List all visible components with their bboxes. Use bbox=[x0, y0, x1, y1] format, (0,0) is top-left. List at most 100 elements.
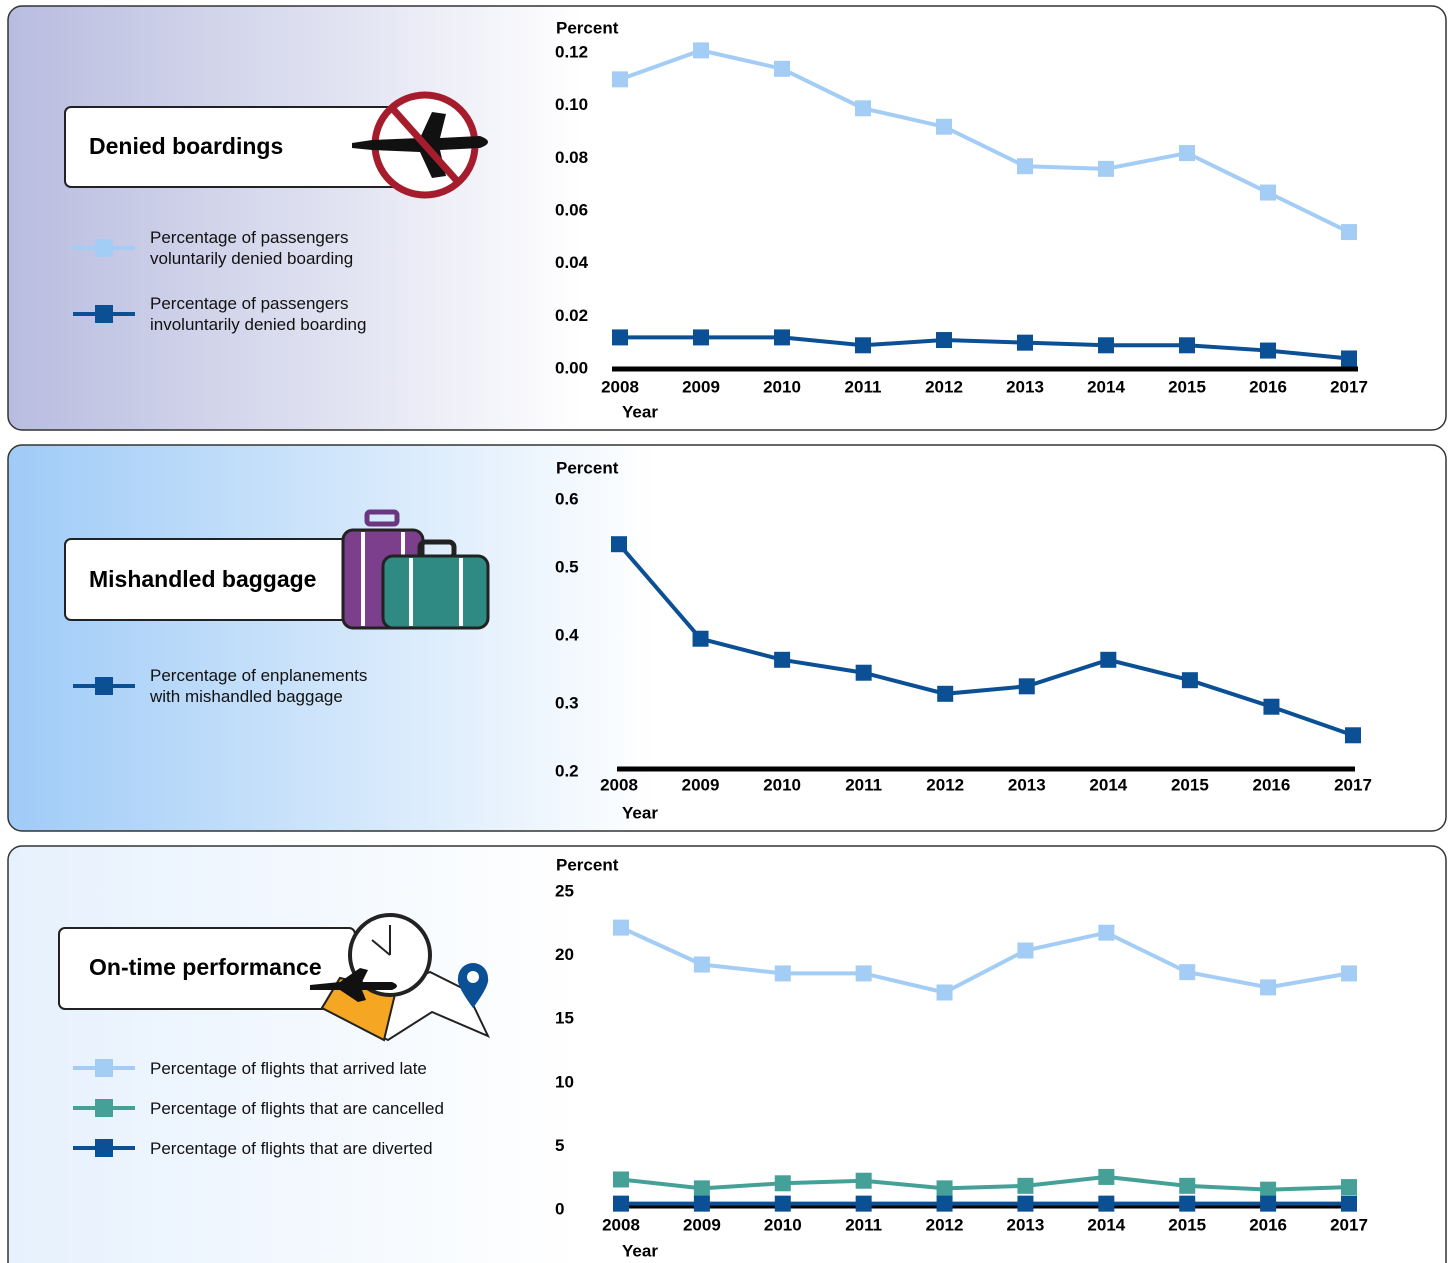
legend-marker bbox=[95, 1139, 113, 1157]
point bbox=[1100, 651, 1117, 668]
y-tick-label: 0 bbox=[555, 1199, 564, 1218]
point bbox=[1017, 942, 1034, 959]
panel bbox=[7, 845, 1447, 1263]
legend-label: Percentage of enplanements with mishandl… bbox=[150, 666, 368, 706]
legend-label: Percentage of passengers voluntarily den… bbox=[150, 228, 354, 268]
legend-marker bbox=[95, 1059, 113, 1077]
point bbox=[1341, 350, 1357, 367]
point bbox=[936, 984, 953, 1001]
point bbox=[611, 536, 627, 553]
y-tick-label: 20 bbox=[555, 945, 574, 964]
x-tick-label: 2010 bbox=[763, 775, 801, 794]
y-tick-label: 0.10 bbox=[555, 95, 588, 114]
panel-title: Denied boardings bbox=[89, 133, 283, 159]
baggage-icon bbox=[341, 509, 490, 630]
point bbox=[1098, 1168, 1115, 1185]
point bbox=[1017, 1177, 1034, 1194]
point bbox=[774, 1195, 791, 1212]
point bbox=[936, 332, 952, 349]
legend-marker bbox=[95, 677, 113, 695]
point bbox=[1179, 1177, 1196, 1194]
x-tick-label: 2016 bbox=[1249, 377, 1287, 396]
x-tick-label: 2013 bbox=[1008, 775, 1046, 794]
y-tick-label: 0.5 bbox=[555, 557, 579, 576]
series-line bbox=[620, 925, 1350, 995]
x-axis-label: Year bbox=[622, 402, 658, 421]
legend-label: Percentage of flights that are cancelled bbox=[150, 1098, 444, 1118]
point bbox=[774, 60, 790, 77]
point bbox=[774, 965, 791, 982]
point bbox=[1179, 964, 1196, 981]
y-tick-label: 0.6 bbox=[555, 489, 579, 508]
point bbox=[1179, 1195, 1196, 1212]
x-tick-label: 2012 bbox=[926, 775, 964, 794]
point bbox=[693, 329, 709, 346]
point bbox=[692, 630, 709, 647]
point bbox=[693, 1180, 710, 1197]
x-tick-label: 2014 bbox=[1089, 775, 1127, 794]
x-tick-label: 2017 bbox=[1334, 775, 1372, 794]
x-tick-label: 2017 bbox=[1330, 377, 1368, 396]
legend-label: Percentage of flights that arrived late bbox=[150, 1058, 427, 1078]
series-line bbox=[619, 48, 1350, 234]
point bbox=[855, 664, 872, 681]
panel-title: On-time performance bbox=[89, 954, 322, 980]
x-tick-label: 2009 bbox=[682, 775, 720, 794]
legend-marker bbox=[95, 1099, 113, 1117]
point bbox=[693, 956, 710, 973]
point bbox=[855, 1172, 872, 1189]
x-tick-label: 2011 bbox=[845, 377, 882, 396]
y-axis-label: Percent bbox=[556, 458, 619, 477]
point bbox=[1263, 698, 1280, 715]
point bbox=[1341, 224, 1357, 241]
x-tick-label: 2014 bbox=[1087, 377, 1125, 396]
y-tick-label: 0.04 bbox=[555, 253, 589, 272]
point bbox=[1260, 979, 1277, 996]
x-tick-label: 2013 bbox=[1006, 377, 1044, 396]
x-tick-label: 2016 bbox=[1253, 775, 1291, 794]
point bbox=[1260, 342, 1276, 359]
x-tick-label: 2012 bbox=[926, 1215, 964, 1234]
point bbox=[693, 42, 709, 59]
point bbox=[1260, 1195, 1277, 1212]
point bbox=[936, 1180, 953, 1197]
point bbox=[855, 100, 871, 117]
point bbox=[936, 1195, 953, 1212]
y-tick-label: 0.12 bbox=[555, 42, 588, 61]
point bbox=[613, 1195, 629, 1212]
point bbox=[1179, 145, 1195, 162]
x-tick-label: 2016 bbox=[1249, 1215, 1287, 1234]
y-tick-label: 10 bbox=[555, 1072, 574, 1091]
point bbox=[612, 329, 628, 346]
legend-marker bbox=[95, 239, 113, 257]
x-axis-label: Year bbox=[622, 1241, 658, 1260]
point bbox=[613, 1171, 629, 1188]
legend-marker bbox=[95, 305, 113, 323]
panel-title: Mishandled baggage bbox=[89, 566, 316, 592]
x-tick-label: 2009 bbox=[683, 1215, 721, 1234]
x-tick-label: 2012 bbox=[925, 377, 963, 396]
x-tick-label: 2015 bbox=[1168, 377, 1206, 396]
point bbox=[1341, 965, 1357, 982]
x-tick-label: 2008 bbox=[600, 775, 638, 794]
point bbox=[1017, 158, 1033, 175]
point bbox=[774, 1175, 791, 1192]
point bbox=[1018, 678, 1035, 695]
y-tick-label: 15 bbox=[555, 1009, 574, 1028]
panel bbox=[7, 5, 1447, 431]
point bbox=[1345, 727, 1361, 744]
x-tick-label: 2014 bbox=[1087, 1215, 1125, 1234]
point bbox=[1260, 1181, 1277, 1198]
x-tick-label: 2008 bbox=[601, 377, 639, 396]
y-axis-label: Percent bbox=[556, 855, 619, 874]
point bbox=[936, 118, 952, 135]
point bbox=[1098, 1195, 1115, 1212]
panel bbox=[7, 444, 1447, 832]
point bbox=[1179, 337, 1195, 354]
no-plane-icon bbox=[352, 91, 488, 199]
point bbox=[1260, 184, 1276, 201]
x-tick-label: 2009 bbox=[682, 377, 720, 396]
x-tick-label: 2008 bbox=[602, 1215, 640, 1234]
